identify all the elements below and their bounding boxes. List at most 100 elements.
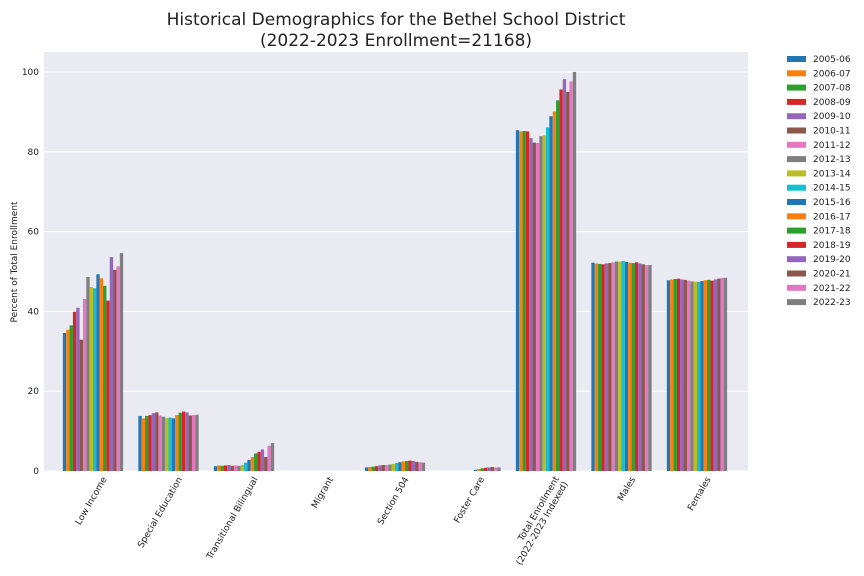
bar [175, 415, 179, 471]
bar [368, 467, 372, 471]
bar [611, 262, 615, 471]
bar [109, 257, 114, 471]
bar [542, 135, 546, 471]
legend-swatch [787, 299, 806, 306]
legend-label: 2015-16 [813, 198, 851, 208]
bar [178, 412, 182, 471]
x-tick-text: Males [616, 475, 638, 503]
legend-swatch [787, 98, 806, 105]
legend-label: 2010-11 [813, 127, 851, 137]
bar [69, 325, 73, 471]
bar [641, 264, 645, 471]
y-tick-label: 20 [28, 387, 40, 397]
legend-label: 2007-08 [813, 84, 851, 94]
bar [707, 279, 711, 471]
bar [93, 288, 97, 471]
x-tick-text: Section 504 [376, 475, 412, 527]
bar [151, 413, 156, 471]
y-tick-label: 40 [28, 307, 40, 317]
bar [378, 465, 382, 471]
legend-label: 2022-23 [813, 298, 851, 308]
bar [621, 261, 625, 471]
bar [195, 414, 199, 471]
x-tick-label: Section 504 [376, 475, 412, 527]
bar [535, 142, 540, 472]
bar [381, 465, 385, 471]
bar [244, 462, 248, 471]
bar [598, 263, 602, 471]
bar [697, 281, 701, 471]
x-tick-text: Special Education [136, 476, 185, 550]
bar [364, 467, 369, 471]
bar [421, 462, 426, 471]
x-tick-labels: Low Income Special Education Transitional … [74, 475, 714, 568]
bar [391, 463, 395, 471]
bar [408, 460, 412, 471]
x-tick-label: Migrant [310, 475, 336, 510]
legend-label: 2016-17 [813, 212, 851, 222]
legend-label: 2020-21 [813, 270, 851, 280]
legend-swatch [787, 270, 806, 277]
bar [113, 269, 117, 471]
chart-title: Historical Demographics for the Bethel S… [167, 10, 626, 30]
bar [145, 415, 149, 471]
bar [572, 71, 577, 471]
legend-swatch [787, 56, 806, 62]
bar [594, 263, 599, 471]
bar [213, 466, 218, 471]
bar [723, 277, 728, 471]
bar [644, 265, 649, 471]
bar [666, 280, 671, 471]
bar [388, 464, 392, 471]
bar [82, 299, 87, 471]
bar [556, 100, 560, 471]
bar [480, 468, 484, 471]
x-tick-text: Transitional Bilingual [205, 476, 261, 563]
bar [116, 266, 120, 471]
bar [371, 466, 375, 471]
bar [690, 281, 694, 471]
legend-label: 2005-06 [813, 55, 851, 65]
x-tick-text: Total Enrollment(2022-2023 Indexed) [506, 475, 571, 568]
bar [217, 465, 221, 471]
bar [717, 278, 721, 471]
bar [260, 449, 265, 471]
bar [670, 279, 674, 471]
x-tick-line: Males [616, 475, 638, 503]
legend-swatch [787, 213, 806, 220]
x-tick-line: Special Education [136, 476, 185, 550]
x-tick-label: Females [686, 475, 713, 513]
bar [411, 461, 416, 471]
bar [220, 465, 224, 471]
bar [247, 459, 251, 471]
bar [76, 307, 80, 471]
bar [618, 261, 622, 471]
bar [254, 453, 258, 471]
bar [493, 467, 498, 471]
bar [680, 279, 684, 471]
bar [648, 265, 652, 471]
legend-swatch [787, 141, 806, 148]
legend-swatch [787, 84, 806, 91]
bar [395, 463, 399, 471]
y-tick-label: 80 [28, 148, 40, 158]
bar [693, 281, 697, 471]
bar [405, 461, 409, 471]
legend-swatch [787, 170, 806, 177]
bar [165, 417, 169, 471]
bar [185, 412, 189, 471]
bar [168, 417, 172, 471]
bar [155, 412, 159, 471]
x-tick-text: Low Income [74, 475, 110, 527]
bar [562, 79, 567, 471]
bar [546, 127, 550, 472]
legend-label: 2012-13 [813, 155, 851, 165]
x-tick-text: Foster Care [453, 475, 488, 525]
bar [250, 457, 255, 471]
bar [86, 277, 90, 471]
bar [66, 329, 70, 471]
bar [401, 461, 406, 471]
y-tick-label: 100 [22, 68, 39, 78]
bar [240, 465, 244, 471]
legend-label: 2018-19 [813, 241, 851, 251]
